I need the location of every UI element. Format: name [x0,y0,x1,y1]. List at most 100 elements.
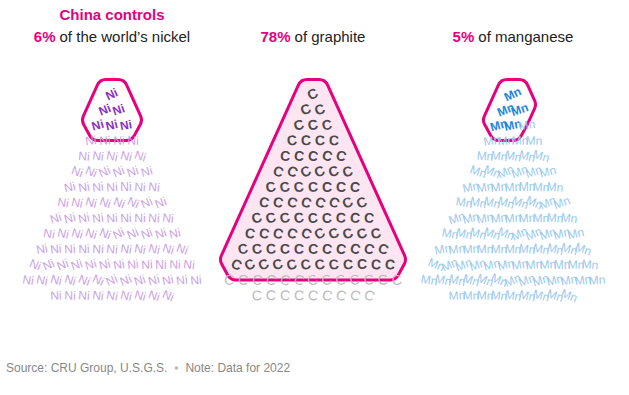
china-glyph: C [336,178,347,195]
world-glyph: Ni [120,241,133,256]
world-glyph: Ni [106,242,119,257]
subtitle: 5%of manganese [453,28,574,45]
world-glyph: Ni [113,134,125,148]
china-glyph: Ni [104,117,119,133]
world-glyph: Ni [49,242,62,257]
world-glyph: Ni [98,257,112,273]
mineral-label: of graphite [295,28,366,45]
world-glyph: Ni [161,272,175,288]
world-glyph: Ni [92,242,104,256]
world-glyph: Ni [133,287,148,304]
china-glyph: C [272,193,285,211]
world-glyph: Ni [56,195,69,211]
world-glyph: Ni [161,241,176,258]
world-glyph: Ni [120,211,132,225]
pile: MnMnMnMnMnMnMnMnMnMnMnMnMnMnMnMnMnMnMnMn… [420,84,606,305]
mineral-label: of manganese [478,28,573,45]
world-glyph: Ni [111,194,127,211]
world-glyph: Ni [50,288,62,302]
china-glyph: C [384,256,396,273]
world-glyph: C [250,271,264,289]
world-glyph: Ni [76,272,92,289]
world-glyph: Ni [139,225,154,242]
world-glyph: Ni [42,226,56,242]
world-glyph: C [293,287,305,304]
china-glyph: C [265,240,276,257]
mineral-label: of the world’s nickel [60,28,191,45]
world-glyph: Ni [78,288,90,303]
world-glyph: Ni [147,287,162,304]
world-glyph: Ni [139,163,154,179]
world-glyph: Ni [55,256,71,273]
subtitle: 6%of the world’s nickel [34,28,190,45]
world-glyph: Mn [546,179,564,195]
world-glyph: Ni [141,257,153,272]
world-glyph: Ni [91,210,104,225]
world-glyph: Ni [155,258,166,272]
world-glyph: Ni [97,163,113,180]
world-glyph: Ni [120,180,131,194]
world-glyph: Ni [168,226,182,242]
world-glyph: Ni [105,288,119,304]
china-glyph: Ni [111,101,127,118]
china-glyph: Ni [103,85,120,103]
world-glyph: Ni [35,241,49,257]
world-glyph: Ni [49,272,64,288]
china-glyph: Mn [509,100,530,119]
china-glyph: C [279,147,290,164]
china-glyph: C [349,178,361,195]
china-glyph: C [294,241,305,257]
share-fill [230,89,396,271]
china-glyph: C [293,147,305,164]
china-glyph: C [307,240,318,257]
world-glyph: Ni [183,257,196,272]
world-glyph: Ni [119,148,133,164]
world-glyph: Ni [56,226,70,242]
world-glyph: Ni [70,225,85,242]
world-glyph: Ni [77,210,91,226]
marks: NiNiNiNiNiNiNiNiNiNiNiNiNiNiNiNiNiNiNiNi… [21,84,605,305]
world-glyph: Ni [133,241,147,257]
world-glyph: Ni [63,179,77,195]
china-glyph: C [299,255,312,273]
world-glyph: Ni [160,287,176,304]
china-glyph: C [307,147,320,165]
world-glyph: Ni [90,272,106,289]
world-glyph: C [348,286,363,304]
world-glyph: Ni [48,210,63,227]
china-glyph: C [258,194,271,211]
world-glyph: Ni [69,256,84,273]
world-glyph: Ni [127,133,139,147]
world-glyph: C [223,271,236,288]
world-glyph: Ni [132,272,147,289]
world-glyph: Ni [134,211,146,225]
china-glyph: C [329,132,340,148]
world-glyph: Ni [64,289,76,303]
world-glyph: Ni [175,241,190,258]
world-glyph: Ni [175,272,188,287]
world-glyph: Ni [106,211,119,226]
world-glyph: Ni [106,180,118,195]
world-glyph: C [321,286,334,304]
world-glyph: Ni [70,163,85,180]
china-glyph: C [334,147,348,165]
china-glyph: C [236,240,249,258]
world-glyph: Mn [573,240,593,259]
china-glyph: C [320,147,334,165]
world-glyph: C [237,271,250,289]
note: Note: Data for 2022 [185,361,290,375]
separator [175,366,179,370]
world-glyph: Ni [105,148,119,164]
china-glyph: Ni [90,117,105,134]
world-glyph: Ni [41,256,57,273]
pile: NiNiNiNiNiNiNiNiNiNiNiNiNiNiNiNiNiNiNiNi… [21,85,202,304]
china-glyph: C [251,240,263,257]
china-glyph: C [348,240,362,258]
world-glyph: C [362,286,377,305]
subtitle: 78%of graphite [261,28,366,45]
world-glyph: Ni [35,272,49,288]
world-glyph: Ni [77,179,90,195]
world-glyph: Ni [133,148,148,165]
world-glyph: Ni [139,194,155,211]
china-glyph: C [371,256,382,273]
